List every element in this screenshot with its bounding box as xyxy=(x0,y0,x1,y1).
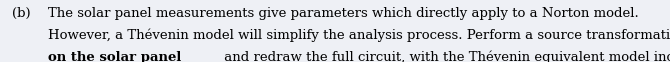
Text: on the solar panel: on the solar panel xyxy=(48,51,182,62)
Text: (b): (b) xyxy=(12,7,31,20)
Text: However, a Thévenin model will simplify the analysis process. Perform a source t: However, a Thévenin model will simplify … xyxy=(48,29,670,42)
Text: and redraw the full circuit, with the Thévenin equivalent model included.: and redraw the full circuit, with the Th… xyxy=(220,51,670,62)
Text: The solar panel measurements give parameters which directly apply to a Norton mo: The solar panel measurements give parame… xyxy=(48,7,639,20)
